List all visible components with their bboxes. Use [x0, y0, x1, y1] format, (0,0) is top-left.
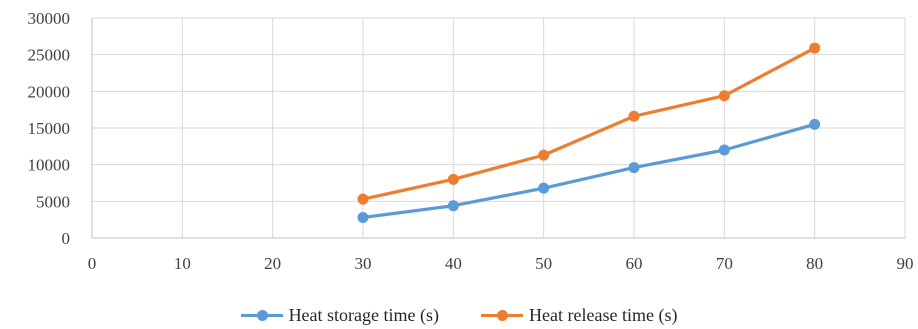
series-0-point [448, 200, 459, 211]
y-tick-label: 20000 [28, 82, 71, 101]
series-1-point [538, 150, 549, 161]
series-1-point [809, 43, 820, 54]
x-tick-label: 20 [264, 254, 281, 273]
series-0-point [538, 183, 549, 194]
legend-label-heat-release: Heat release time (s) [529, 305, 677, 326]
x-tick-label: 70 [716, 254, 733, 273]
series-0-line [363, 124, 815, 217]
y-tick-label: 10000 [28, 156, 71, 175]
series-group [358, 43, 821, 223]
series-1-point [358, 194, 369, 205]
x-tick-label: 90 [897, 254, 914, 273]
y-tick-label: 30000 [28, 9, 71, 28]
legend-marker-heat-storage [257, 310, 268, 321]
series-0-point [358, 212, 369, 223]
x-tick-label: 0 [88, 254, 97, 273]
y-tick-label: 25000 [28, 46, 71, 65]
grid-lines [92, 18, 905, 238]
series-0-point [629, 162, 640, 173]
legend: Heat storage time (s) Heat release time … [0, 302, 918, 328]
legend-swatch-heat-release [481, 309, 523, 321]
legend-marker-heat-release [497, 310, 508, 321]
line-chart: 0 5000 10000 15000 20000 25000 30000 0 10 20 30 40 5… [0, 0, 918, 300]
x-tick-label: 80 [806, 254, 823, 273]
x-tick-label: 30 [355, 254, 372, 273]
legend-swatch-heat-storage [241, 309, 283, 321]
series-1-point [629, 111, 640, 122]
series-0-point [809, 119, 820, 130]
legend-item-heat-release: Heat release time (s) [481, 305, 677, 326]
series-0-point [719, 145, 730, 156]
x-tick-label: 60 [626, 254, 643, 273]
series-1-point [719, 90, 730, 101]
x-tick-label: 10 [174, 254, 191, 273]
y-tick-label: 15000 [28, 119, 71, 138]
legend-label-heat-storage: Heat storage time (s) [289, 305, 439, 326]
legend-item-heat-storage: Heat storage time (s) [241, 305, 439, 326]
y-tick-label: 0 [62, 229, 71, 248]
series-1-point [448, 174, 459, 185]
x-tick-label: 40 [445, 254, 462, 273]
tick-labels: 0 5000 10000 15000 20000 25000 30000 0 10 20 30 40 5… [28, 9, 914, 273]
x-tick-label: 50 [535, 254, 552, 273]
y-tick-label: 5000 [36, 192, 70, 211]
